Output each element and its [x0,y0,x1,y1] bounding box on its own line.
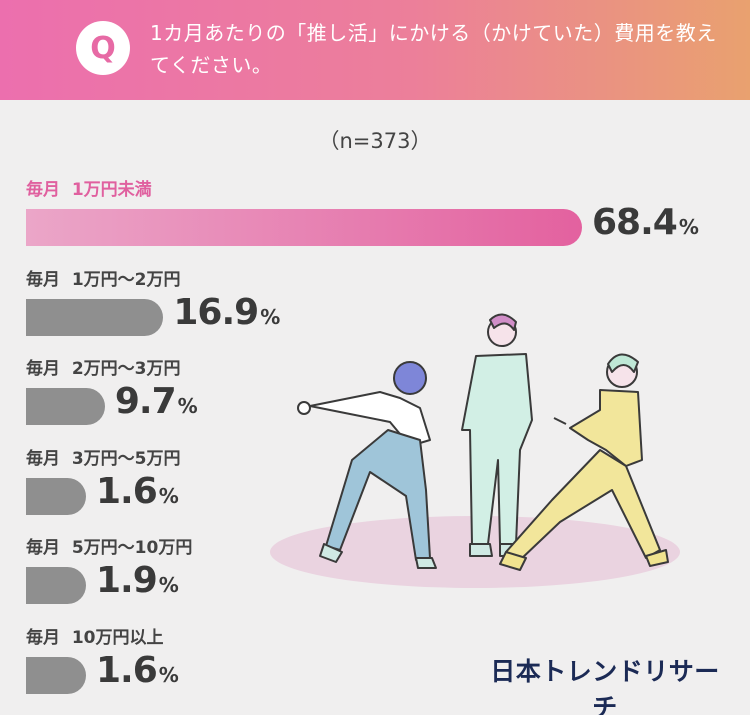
bar [26,567,86,604]
question-header: Q 1カ月あたりの「推し活」にかける（かけていた）費用を教えてください。 [0,0,750,100]
left-dancer [297,361,437,569]
data-label-value: 1.6 [96,470,158,512]
bar [26,388,105,425]
category-label: 毎月 10万円以上 [26,627,164,648]
data-label-value: 16.9 [173,291,259,333]
data-label-unit: % [158,573,179,597]
question-text: 1カ月あたりの「推し活」にかける（かけていた）費用を教えてください。 [150,21,717,77]
brand-logo-text: 日本トレンドリサーチ [490,657,720,715]
data-label: 9.7% [115,381,198,422]
data-label: 1.6% [96,650,179,691]
sample-size: （n=373） [318,129,432,153]
data-label: 1.9% [96,560,179,601]
data-label: 68.4% [592,202,699,243]
data-label: 1.6% [96,471,179,512]
dancers-illustration [270,313,680,588]
q-badge: Q [76,21,130,75]
category-label: 毎月 5万円〜10万円 [26,538,193,558]
category-label: 毎月 2万円〜3万円 [26,359,181,379]
data-label-unit: % [158,483,179,508]
category-label: 毎月 3万円〜5万円 [26,448,181,469]
data-label-unit: % [177,394,198,418]
data-label-unit: % [158,662,179,687]
category-label: 毎月 1万円未満 [26,180,152,200]
category-label: 毎月 1万円〜2万円 [26,269,181,290]
data-label-value: 9.7 [114,381,177,422]
bar [26,298,164,336]
bar [26,209,582,246]
bar [26,656,86,694]
data-label-unit: % [260,304,281,329]
data-label-value: 68.4 [592,202,678,243]
bar [26,477,86,515]
right-dancer [499,353,669,571]
data-label: 16.9% [173,292,280,333]
data-label-value: 1.9 [96,560,158,601]
data-label-value: 1.6 [96,649,158,691]
data-label-unit: % [678,215,699,239]
